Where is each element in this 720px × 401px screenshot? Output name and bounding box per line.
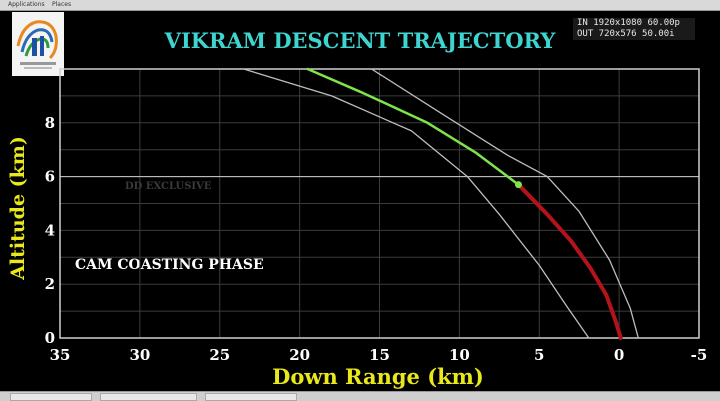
taskbar-item[interactable]	[205, 393, 297, 401]
inner-bound-trajectory-line	[370, 68, 639, 339]
phase-label: CAM COASTING PHASE	[75, 257, 264, 273]
x-tick-label: 35	[50, 346, 71, 364]
y-tick-label: 0	[45, 329, 55, 347]
outer-bound-trajectory-line	[243, 68, 590, 339]
taskbar-item[interactable]	[100, 393, 197, 401]
pib-logo	[12, 12, 64, 76]
resolution-overlay: IN 1920x1080 60.00p OUT 720x576 50.00i	[573, 18, 695, 40]
x-tick-label: 0	[614, 346, 624, 364]
y-tick-label: 6	[45, 168, 55, 186]
current-position-marker	[514, 181, 522, 189]
applications-menu[interactable]: Applications	[8, 1, 45, 8]
resolution-input: IN 1920x1080 60.00p	[577, 18, 680, 28]
x-tick-label: -5	[691, 346, 708, 364]
x-tick-label: 20	[289, 346, 310, 364]
places-menu[interactable]: Places	[52, 1, 72, 8]
y-tick-label: 2	[45, 275, 55, 293]
y-tick-label: 8	[45, 114, 55, 132]
resolution-output: OUT 720x576 50.00i	[577, 29, 675, 39]
x-axis-label: Down Range (km)	[272, 364, 484, 389]
descent-trajectory-line	[516, 182, 623, 340]
coasting-trajectory-line	[306, 67, 520, 186]
x-tick-label: 25	[209, 346, 230, 364]
y-axis-label: Altitude (km)	[7, 136, 29, 281]
watermark: DD EXCLUSIVE	[125, 181, 212, 192]
plot-frame	[59, 68, 700, 339]
chart-title: VIKRAM DESCENT TRAJECTORY	[164, 28, 557, 53]
desktop-top-bar: Applications Places	[0, 0, 720, 11]
x-tick-label: 10	[449, 346, 470, 364]
y-tick-label: 4	[45, 221, 55, 239]
x-tick-label: 5	[534, 346, 544, 364]
taskbar-item[interactable]	[10, 393, 92, 401]
desktop-taskbar	[0, 391, 720, 401]
x-tick-label: 30	[129, 346, 150, 364]
x-tick-label: 15	[369, 346, 390, 364]
